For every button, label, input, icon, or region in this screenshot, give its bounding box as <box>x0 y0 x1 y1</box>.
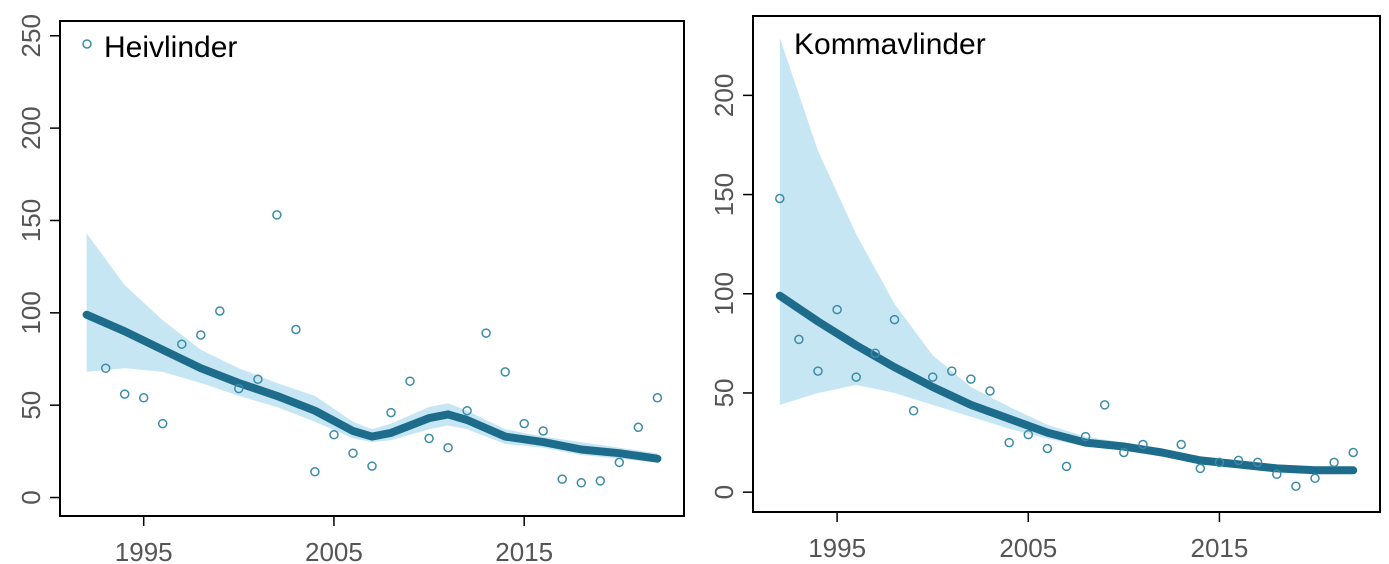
kommavlinder-point <box>1080 431 1091 442</box>
kommavlinder-point <box>1252 457 1263 468</box>
kommavlinder-point <box>1099 400 1110 410</box>
heivlinder-point <box>500 367 510 377</box>
heivlinder-point <box>253 374 263 385</box>
kommavlinder-point <box>1042 443 1053 454</box>
kommavlinder-point <box>1291 481 1301 491</box>
heivlinder-point <box>405 376 415 386</box>
kommavlinder-point <box>927 372 938 382</box>
heivlinder-point <box>272 210 282 220</box>
heivlinder-point <box>291 324 301 335</box>
heivlinder-point <box>215 306 225 316</box>
heivlinder-confidence-band <box>86 233 658 463</box>
heivlinder-legend: Heivlinder <box>82 31 237 64</box>
kommavlinder-x-tick-label: 1995 <box>808 533 866 563</box>
heivlinder-point <box>157 418 168 429</box>
kommavlinder-point <box>1214 457 1225 468</box>
heivlinder-y-tick-label: 250 <box>16 14 46 57</box>
kommavlinder-y-tick-label: 0 <box>709 485 739 499</box>
heivlinder-y-tick-label: 50 <box>16 391 46 420</box>
kommavlinder-point <box>966 374 976 384</box>
kommavlinder-point <box>775 193 785 204</box>
kommavlinder-point <box>1272 469 1282 480</box>
kommavlinder-plot-area <box>775 37 1358 491</box>
heivlinder-title: Heivlinder <box>104 31 237 64</box>
heivlinder-point <box>424 433 434 444</box>
kommavlinder-point <box>870 348 881 359</box>
legend-marker-icon <box>82 39 92 49</box>
heivlinder-point <box>138 393 149 403</box>
heivlinder-point <box>443 442 453 453</box>
kommavlinder-title: Kommavlinder <box>794 28 986 61</box>
kommavlinder-x-tick-label: 2015 <box>1191 533 1249 563</box>
heivlinder-point <box>119 389 130 399</box>
kommavlinder-y-tick-label: 100 <box>709 272 739 315</box>
heivlinder-point <box>481 328 491 338</box>
kommavlinder-point <box>908 406 919 416</box>
heivlinder-plot-area <box>82 210 663 488</box>
heivlinder-point <box>538 426 548 436</box>
heivlinder-y-tick-label: 0 <box>16 490 46 504</box>
kommavlinder-point <box>1329 457 1339 468</box>
heivlinder-point <box>196 330 206 340</box>
kommavlinder-point <box>832 304 842 315</box>
heivlinder-point <box>310 466 320 477</box>
kommavlinder-point <box>1119 447 1129 458</box>
kommavlinder-point <box>1004 437 1014 448</box>
heivlinder-y-tick-label: 200 <box>16 106 46 149</box>
kommavlinder-point <box>1195 463 1206 474</box>
kommavlinder-point <box>1176 439 1186 450</box>
heivlinder-x-tick-label: 1995 <box>115 537 173 564</box>
heivlinder-point <box>576 478 587 488</box>
heivlinder-point <box>633 422 644 433</box>
kommavlinder-point <box>1138 439 1148 450</box>
heivlinder-x-ticks: 1995 2005 2015 <box>115 516 553 564</box>
heivlinder-trend-line <box>82 310 662 463</box>
kommavlinder-point <box>813 366 823 376</box>
kommavlinder-point <box>1233 455 1244 466</box>
kommavlinder-confidence-band <box>779 37 1354 475</box>
heivlinder-point <box>595 476 606 486</box>
heivlinder-point <box>234 383 244 394</box>
kommavlinder-point <box>1023 429 1034 440</box>
kommavlinder-point <box>1061 461 1072 472</box>
heivlinder-point <box>367 461 377 471</box>
heivlinder-point <box>177 339 187 349</box>
kommavlinder-point <box>851 372 861 382</box>
kommavlinder-y-tick-label: 200 <box>709 74 739 117</box>
kommavlinder-point <box>947 366 957 376</box>
kommavlinder-point <box>1348 447 1358 458</box>
kommavlinder-points <box>775 193 1358 491</box>
kommavlinder-point <box>889 314 900 325</box>
kommavlinder-x-tick-label: 2005 <box>999 533 1057 563</box>
kommavlinder-panel: 1995 2005 2015 0 50 100 150 200 Kommavlinder <box>709 15 1381 563</box>
heivlinder-point <box>614 457 625 468</box>
heivlinder-point <box>557 474 567 484</box>
heivlinder-y-tick-label: 100 <box>16 291 46 334</box>
heivlinder-point <box>329 429 339 440</box>
kommavlinder-y-tick-label: 150 <box>709 173 739 216</box>
heivlinder-points <box>100 210 663 488</box>
heivlinder-x-tick-label: 2015 <box>495 537 553 564</box>
heivlinder-point <box>100 363 111 373</box>
kommavlinder-y-ticks: 0 50 100 150 200 <box>709 74 753 499</box>
heivlinder-point <box>652 393 663 403</box>
heivlinder-x-tick-label: 2005 <box>305 537 363 564</box>
kommavlinder-point <box>1310 473 1320 484</box>
kommavlinder-x-ticks: 1995 2005 2015 <box>808 512 1248 563</box>
kommavlinder-point <box>794 334 804 345</box>
kommavlinder-point <box>985 386 995 396</box>
heivlinder-point <box>519 418 529 429</box>
heivlinder-point <box>462 405 472 416</box>
heivlinder-point <box>386 407 396 418</box>
heivlinder-point <box>348 448 358 458</box>
heivlinder-y-ticks: 0 50 100 150 200 250 <box>16 14 60 505</box>
kommavlinder-y-tick-label: 50 <box>709 378 739 407</box>
heivlinder-y-tick-label: 150 <box>16 199 46 242</box>
heivlinder-panel: 1995 2005 2015 0 50 100 150 200 250 Heivlinder <box>16 14 685 564</box>
